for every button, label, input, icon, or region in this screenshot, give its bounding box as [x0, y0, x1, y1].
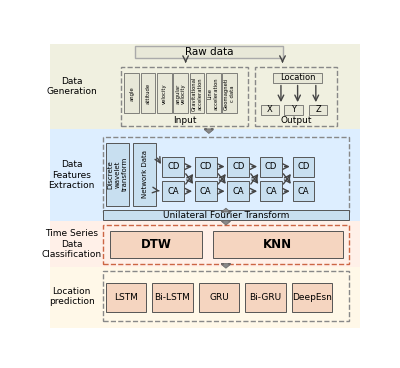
Text: CD: CD — [200, 162, 212, 171]
Text: Bi-GRU: Bi-GRU — [249, 293, 282, 302]
Text: CD: CD — [167, 162, 180, 171]
Text: angle: angle — [129, 86, 134, 101]
Text: CA: CA — [265, 187, 277, 196]
Text: Bi-LSTM: Bi-LSTM — [154, 293, 190, 302]
Text: X: X — [267, 106, 273, 114]
Text: velocity: velocity — [162, 83, 167, 104]
Bar — [50, 268, 360, 328]
Bar — [110, 230, 202, 258]
Text: angular
velocity: angular velocity — [175, 83, 186, 104]
Text: Y: Y — [291, 106, 296, 114]
Bar — [284, 105, 303, 115]
Text: CD: CD — [265, 162, 277, 171]
Bar — [106, 283, 146, 312]
Bar — [106, 143, 129, 206]
Bar — [103, 271, 349, 321]
Text: Location
prediction: Location prediction — [49, 287, 94, 307]
Bar — [261, 105, 280, 115]
Polygon shape — [221, 263, 230, 268]
Text: attitude: attitude — [146, 83, 150, 104]
Bar — [292, 283, 332, 312]
Bar — [50, 129, 360, 221]
Bar — [50, 221, 360, 268]
Bar — [190, 74, 204, 113]
Bar — [245, 283, 286, 312]
Text: KNN: KNN — [263, 238, 292, 251]
Text: CD: CD — [297, 162, 310, 171]
Bar — [228, 156, 249, 177]
Bar — [103, 210, 349, 220]
Text: DeepEsn: DeepEsn — [292, 293, 332, 302]
Bar — [273, 72, 322, 83]
Text: Input: Input — [173, 116, 196, 125]
Bar — [195, 156, 217, 177]
Bar — [103, 137, 349, 212]
Text: GRU: GRU — [209, 293, 229, 302]
Bar — [213, 230, 343, 258]
Text: DTW: DTW — [141, 238, 172, 251]
Text: CA: CA — [232, 187, 244, 196]
Text: LSTM: LSTM — [114, 293, 138, 302]
Text: CD: CD — [232, 162, 244, 171]
Bar — [222, 74, 237, 113]
Polygon shape — [221, 220, 230, 225]
Bar — [228, 181, 249, 201]
Text: Location: Location — [280, 73, 315, 82]
Text: Unilateral Fourier Transform: Unilateral Fourier Transform — [163, 210, 289, 220]
Bar — [162, 181, 184, 201]
Text: Time Series
Data
Classification: Time Series Data Classification — [42, 230, 102, 259]
Polygon shape — [221, 208, 230, 212]
Text: CA: CA — [298, 187, 309, 196]
Bar — [173, 74, 188, 113]
Text: Raw data: Raw data — [185, 47, 233, 57]
Bar — [141, 74, 155, 113]
Bar — [292, 156, 314, 177]
Bar — [255, 67, 337, 126]
Text: CA: CA — [168, 187, 179, 196]
Bar — [309, 105, 328, 115]
Bar — [157, 74, 172, 113]
Bar — [162, 156, 184, 177]
Bar — [133, 143, 156, 206]
Bar — [103, 225, 349, 263]
Bar — [124, 74, 139, 113]
Bar — [135, 46, 282, 58]
Text: Network Data: Network Data — [142, 150, 148, 198]
Text: Gravitational
acceleration: Gravitational acceleration — [192, 76, 202, 111]
Bar — [260, 181, 282, 201]
Text: Data
Generation: Data Generation — [46, 77, 97, 96]
Bar — [199, 283, 239, 312]
Bar — [152, 283, 193, 312]
Text: CA: CA — [200, 187, 212, 196]
Text: Output: Output — [280, 116, 312, 125]
Text: Discrete
wavelet
transform: Discrete wavelet transform — [108, 157, 128, 191]
Bar — [50, 44, 360, 129]
Bar — [206, 74, 220, 113]
Text: Line
acceleration: Line acceleration — [208, 77, 218, 110]
Polygon shape — [204, 129, 214, 134]
Bar — [195, 181, 217, 201]
Bar — [121, 67, 248, 126]
Bar — [260, 156, 282, 177]
Text: Z: Z — [315, 106, 321, 114]
Bar — [292, 181, 314, 201]
Text: Geomagneti
c data: Geomagneti c data — [224, 77, 235, 110]
Text: Data
Features
Extraction: Data Features Extraction — [48, 160, 95, 190]
